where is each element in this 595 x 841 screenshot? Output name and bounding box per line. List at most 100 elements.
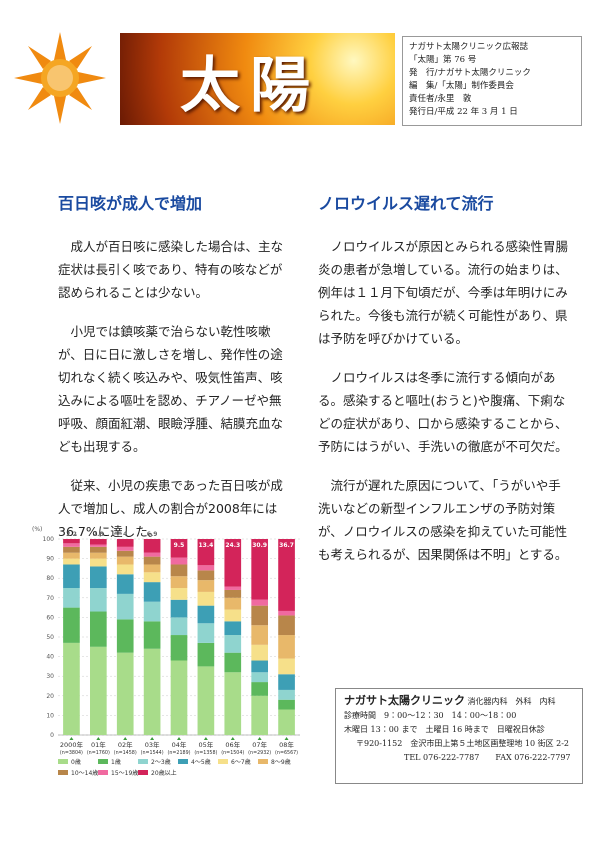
bar-segment [170, 635, 188, 661]
x-tick-arrow [123, 737, 128, 740]
x-tick-label: 03年 [145, 740, 160, 749]
paragraph: 成人が百日咳に感染した場合は、主な症状は長引く咳であり、特有の咳などが認められる… [58, 239, 284, 300]
bar-segment [197, 605, 215, 624]
bar-segment [63, 607, 80, 643]
y-tick-label: 90 [46, 556, 54, 563]
bar-segment [224, 609, 242, 622]
y-tick-label: 70 [46, 595, 54, 602]
bar-segment [170, 660, 188, 735]
legend-swatch [178, 759, 188, 764]
bar-segment [251, 605, 269, 626]
bar-segment [251, 660, 269, 673]
bar-segment [143, 564, 161, 573]
bar-segment [197, 539, 215, 566]
x-tick-arrow [177, 737, 181, 740]
bar-segment [63, 546, 80, 553]
x-tick-label: 2000年 [60, 740, 84, 749]
bar-segment [89, 546, 107, 553]
x-tick-sublabel: (n=2189) [167, 750, 190, 756]
legend-label: 0歳 [71, 758, 81, 766]
paragraph: 小児では鎮咳薬で治らない乾性咳嗽が、日に日に激しさを増し、発作性の途切れなく続く… [58, 324, 284, 454]
info-line: 「太陽」第 76 号 [409, 55, 477, 65]
legend-swatch [98, 770, 108, 775]
bar-segment [224, 652, 242, 673]
data-label: 13.4 [198, 542, 213, 549]
legend-label: 1歳 [111, 758, 121, 766]
bar-segment [63, 543, 80, 547]
legend-label: 20歳以上 [151, 769, 177, 777]
x-tick-label: 06年 [225, 740, 240, 749]
x-tick-sublabel: (n=1504) [221, 750, 244, 756]
bar-segment [197, 570, 215, 581]
y-tick-label: 40 [46, 654, 54, 661]
bar-segment [143, 648, 161, 735]
bar-segment [251, 599, 269, 606]
article: ノロウイルス遅れて流行 ノロウイルスが原因とみられる感染性胃腸炎の患者が急増して… [318, 192, 570, 582]
data-label: 24.3 [225, 542, 240, 549]
bar-segment [224, 539, 242, 587]
bar-segment [251, 682, 269, 696]
bar-segment [116, 652, 134, 735]
banner-title: 太陽 [180, 51, 320, 121]
x-tick-sublabel: (n=6567) [275, 750, 298, 756]
bar-segment [278, 699, 295, 710]
x-tick-arrow [257, 737, 262, 740]
bar-segment [197, 591, 215, 606]
y-tick-label: 30 [46, 673, 54, 680]
legend-swatch [58, 770, 68, 775]
bar-segment [143, 556, 161, 565]
bar-segment [63, 642, 80, 735]
bar-segment [278, 709, 295, 735]
data-label: 30.9 [252, 542, 267, 549]
bar-segment [224, 586, 242, 590]
bar-segment [143, 601, 161, 622]
bar-segment [143, 572, 161, 583]
bar-segment [63, 539, 80, 544]
bar-segment [89, 566, 107, 588]
banner: 太陽 [120, 33, 395, 125]
legend-label: 6〜7歳 [231, 758, 251, 766]
bar-segment [278, 658, 295, 675]
x-tick-label: 07年 [252, 740, 267, 749]
article-title: 百日咳が成人で増加 [58, 194, 203, 213]
legend-swatch [138, 759, 148, 764]
bar-segment [197, 580, 215, 592]
y-tick-label: 80 [46, 575, 54, 582]
x-tick-arrow [203, 737, 208, 740]
bar-segment [224, 635, 242, 653]
paragraph: 流行が遅れた原因について、「うがいや手洗いなどの新型インフルエンザの予防対策が、… [318, 478, 568, 562]
departments: 消化器内科 外科 内科 [467, 697, 556, 706]
legend-label: 2〜3歳 [151, 758, 171, 766]
article-title: ノロウイルス遅れて流行 [318, 194, 494, 213]
x-tick-label: 08年 [279, 740, 294, 749]
bar-segment [278, 635, 295, 659]
bar-segment [89, 611, 107, 647]
bar-segment [170, 539, 188, 558]
bar-segment [251, 644, 269, 661]
y-tick-label: 10 [46, 712, 54, 719]
x-tick-label: 04年 [172, 740, 187, 749]
bar-segment [116, 546, 134, 551]
info-line: 発行日/平成 22 年 3 月 1 日 [409, 107, 518, 117]
legend-label: 10〜14歳 [71, 769, 98, 777]
info-line: 発 行/ナガサト太陽クリニック [409, 68, 531, 78]
clinic-line: TEL 076-222-7787 FAX 076-222-7797 [404, 753, 571, 762]
clinic-line: 木曜日 13：00 まで 土曜日 16 時まで 日曜祝日休診 [344, 725, 545, 734]
clinic-line: 診療時間 9：00〜12：30 14：00〜18：00 [344, 711, 517, 720]
y-tick-label: 50 [46, 634, 54, 641]
bar-segment [251, 672, 269, 683]
clinic-line: 〒920-1152 金沢市田上第５土地区画整理地 10 街区 2-2 [356, 739, 570, 748]
legend-swatch [58, 759, 68, 764]
x-tick-arrow [96, 737, 101, 740]
bar-segment [143, 582, 161, 602]
y-tick-label: 0 [50, 732, 54, 739]
legend-swatch [138, 770, 148, 775]
bar-segment [116, 574, 134, 594]
data-label: 36.7 [279, 542, 294, 549]
bar-segment [116, 550, 134, 557]
x-tick-sublabel: (n=3804) [60, 750, 83, 756]
issue-info: ナガサト太陽クリニック広報誌 「太陽」第 76 号 発 行/ナガサト太陽クリニッ… [402, 36, 582, 126]
data-label: 2.8 [93, 531, 104, 538]
y-tick-label: 100 [43, 536, 55, 543]
